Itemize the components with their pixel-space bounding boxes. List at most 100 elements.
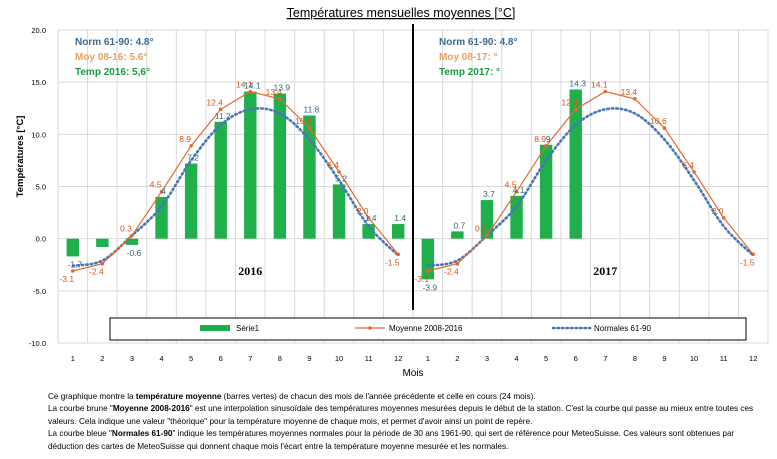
moyenne-data-label: 2.0 [357, 206, 369, 216]
x-tick-label: 11 [720, 354, 728, 363]
moyenne-data-label: 12.4 [561, 97, 578, 107]
moyenne-line [72, 90, 399, 272]
temperature-bar [362, 224, 375, 239]
x-tick-label: 11 [365, 354, 373, 363]
x-tick-label: 12 [749, 354, 757, 363]
moyenne-point [130, 233, 134, 238]
temperature-bar [421, 238, 435, 280]
moyenne-data-label: 10.6 [295, 116, 312, 126]
legend-swatch-bars [200, 325, 230, 331]
temperature-chart: Températures mensuelles moyennes [°C]20.… [15, 6, 769, 379]
note-2: La courbe brune "Moyenne 2008-2016" est … [48, 404, 754, 426]
legend-swatch-moyenne-dot [368, 326, 372, 330]
moyenne-point [662, 126, 667, 130]
note-3: La courbe bleue "Normales 61-90" indique… [48, 429, 735, 451]
year-label: 2017 [593, 264, 617, 278]
bar-data-label: 4 [161, 186, 166, 196]
moyenne-data-label: 13.4 [621, 87, 638, 97]
moyenne-point [366, 216, 371, 220]
x-tick-label: 9 [307, 354, 311, 363]
temperature-bar [303, 115, 316, 239]
moyenne-point [721, 216, 726, 220]
x-tick-label: 10 [690, 354, 698, 363]
x-tick-label: 7 [603, 354, 607, 363]
moyenne-point [514, 189, 519, 194]
moyenne-data-label: -1.5 [740, 257, 755, 267]
x-tick-label: 1 [71, 354, 75, 363]
x-tick-label: 3 [130, 354, 134, 363]
temperature-bar [391, 224, 405, 239]
moyenne-data-label: 8.9 [179, 134, 191, 144]
temperature-bar [184, 163, 198, 239]
moyenne-point [633, 97, 637, 101]
x-tick-label: 2 [455, 354, 459, 363]
x-tick-label: 1 [426, 354, 430, 363]
temperature-bar [510, 195, 523, 239]
x-tick-label: 5 [189, 354, 193, 363]
y-tick-label: 0.0 [36, 235, 46, 244]
x-tick-label: 12 [394, 354, 402, 363]
bar-data-label: -1.7 [67, 259, 82, 269]
moyenne-point [751, 252, 756, 257]
moy-label: Moy 08-17: ° [439, 52, 497, 63]
bar-data-label: 11.2 [215, 111, 231, 121]
moy-label: Moy 08-16: 5.6° [75, 52, 147, 63]
year-label: 2016 [238, 264, 262, 278]
note-1: Ce graphique montre la température moyen… [48, 392, 536, 401]
moyenne-data-label: 14.1 [591, 80, 608, 90]
moyenne-point [425, 269, 430, 273]
y-tick-label: 20.0 [31, 26, 46, 35]
temperature-bar [214, 121, 227, 239]
moyenne-data-label: 6.4 [682, 160, 694, 170]
temperature-bar [332, 184, 346, 239]
moyenne-point [189, 144, 193, 148]
bar-data-label: 14.3 [569, 78, 586, 88]
x-axis-label: Mois [402, 368, 423, 379]
moyenne-data-label: 2.0 [712, 206, 724, 216]
bar-data-label: 11.8 [303, 105, 319, 115]
temperature-bar [480, 200, 494, 239]
moyenne-data-label: -2.4 [89, 267, 104, 277]
moyenne-data-label: 13.4 [266, 87, 283, 97]
moyenne-data-label: 14.1 [236, 80, 253, 90]
x-tick-label: 6 [574, 354, 578, 363]
chart-notes: Ce graphique montre la température moyen… [48, 391, 770, 453]
temp-label: Temp 2017: ° [439, 67, 500, 78]
bar-data-label: 1.4 [365, 213, 377, 223]
moyenne-line [427, 90, 754, 272]
chart-title: Températures mensuelles moyennes [°C] [287, 6, 516, 20]
legend-label-bars: Série1 [236, 324, 260, 333]
x-tick-label: 4 [514, 354, 518, 363]
moyenne-data-label: 4.5 [505, 180, 517, 190]
moyenne-data-label: 4.5 [150, 180, 162, 190]
temperature-bar [569, 89, 582, 239]
moyenne-data-label: -2.4 [444, 267, 459, 277]
moyenne-data-label: 6.4 [327, 160, 339, 170]
moyenne-data-label: 12.4 [206, 97, 223, 107]
bar-data-label: -0.6 [127, 248, 142, 258]
moyenne-data-label: 10.6 [650, 116, 667, 126]
moyenne-point [544, 144, 548, 148]
y-tick-label: -10.0 [29, 339, 46, 348]
y-tick-label: -5.0 [33, 287, 46, 296]
moyenne-data-label: 0.3 [120, 224, 132, 234]
moyenne-data-label: -3.1 [414, 274, 429, 284]
moyenne-data-label: -3.1 [59, 274, 74, 284]
legend-label-moyenne: Moyenne 2008-2016 [389, 324, 463, 333]
y-axis-label: Températures [°C] [15, 116, 26, 198]
temperature-bar [96, 238, 109, 248]
norm-label: Norm 61-90: 4.8° [75, 37, 153, 48]
bar-data-label: 4.1 [513, 185, 525, 195]
temperature-bar [451, 231, 464, 239]
moyenne-point [485, 233, 489, 238]
y-tick-label: 5.0 [36, 183, 46, 192]
moyenne-point [396, 252, 401, 257]
temp-label: Temp 2016: 5,6° [75, 67, 150, 78]
legend-box [109, 317, 747, 341]
temperature-bar [155, 196, 168, 239]
temperature-bar [539, 144, 553, 239]
bar-data-label: -3.9 [422, 282, 437, 292]
moyenne-point [248, 89, 253, 94]
bar-data-label: 1.4 [394, 213, 406, 223]
